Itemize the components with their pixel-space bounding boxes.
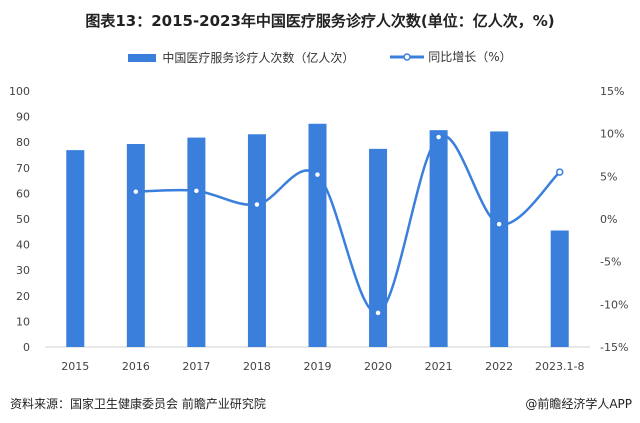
x-tick-label: 2019 [304,360,332,373]
bar [66,150,85,347]
brand-note: @前瞻经济学人APP [525,397,632,411]
growth-point [253,200,261,209]
legend-bar-swatch [128,53,157,62]
y-tick-label: 0 [23,341,30,354]
legend-item-line: 同比增长（%） [390,48,512,65]
y2-tick-label: 10% [600,128,624,141]
y2-tick-label: -15% [600,341,628,354]
y-tick-label: 70 [16,162,30,175]
y2-tick-label: 5% [600,170,617,183]
x-tick-label: 2017 [182,360,210,373]
legend-label-bar: 中国医疗服务诊疗人次数（亿人次） [162,51,355,65]
y2-tick-label: 15% [600,85,624,98]
bar [126,143,145,347]
legend-item-bar: 中国医疗服务诊疗人次数（亿人次） [128,49,354,66]
bar [247,134,266,347]
growth-point [192,187,201,195]
x-tick-label: 2015 [61,360,89,373]
y-tick-label: 20 [16,290,30,303]
y2-tick-label: 0% [600,213,617,226]
y-tick-label: 40 [16,239,30,252]
growth-point [132,187,140,196]
y-tick-label: 10 [16,315,30,328]
legend: 中国医疗服务诊疗人次数（亿人次） 同比增长（%） [0,48,640,66]
x-tick-label: 2016 [122,360,150,373]
y-tick-label: 30 [16,264,30,277]
bar [369,148,388,347]
y-tick-label: 100 [9,85,30,98]
bar [187,137,206,347]
growth-point [434,133,443,141]
growth-point [313,170,322,179]
growth-point [374,309,382,317]
x-tick-label: 2021 [425,360,453,373]
y2-tick-label: -10% [600,298,628,311]
growth-point [555,168,564,176]
bar [429,130,448,347]
chart-title: 图表13：2015-2023年中国医疗服务诊疗人次数(单位：亿人次，%) [85,12,555,30]
y-tick-label: 90 [16,111,30,124]
y-tick-label: 80 [16,136,30,149]
y2-tick-label: -5% [600,256,621,269]
source-note: 资料来源：国家卫生健康委员会 前瞻产业研究院 [10,397,266,411]
bar [490,131,509,347]
y-tick-label: 60 [16,187,30,200]
growth-point [495,220,503,228]
x-tick-label: 2022 [485,360,513,373]
growth-line [135,134,561,315]
bar [550,230,569,347]
x-tick-label: 2023.1-8 [535,360,584,373]
x-tick-label: 2020 [364,360,392,373]
legend-label-line: 同比增长（%） [428,50,512,64]
x-tick-label: 2018 [243,360,271,373]
y-tick-label: 50 [16,213,30,226]
bar [308,123,327,347]
legend-line-swatch [390,52,425,61]
